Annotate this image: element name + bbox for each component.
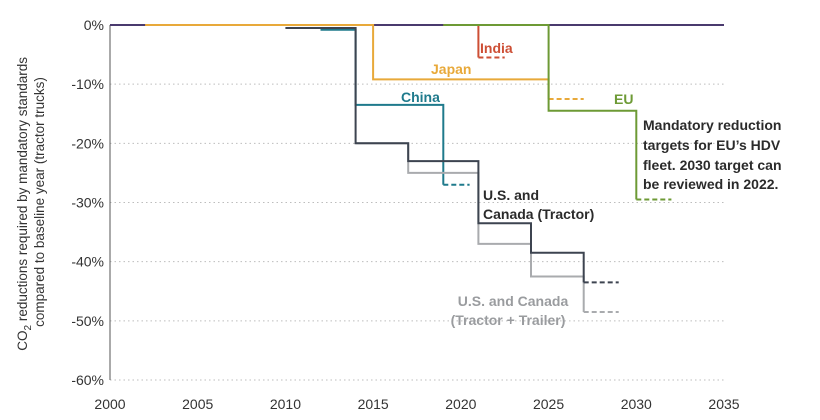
x-tick-label: 2030: [621, 396, 652, 412]
eu-annotation-line3: fleet. 2030 target can: [643, 157, 782, 173]
x-tick-label: 2010: [270, 396, 301, 412]
series-line-india: [443, 24, 480, 58]
eu-annotation: Mandatory reduction targets for EU’s HDV…: [643, 117, 782, 192]
y-tick-label: -20%: [71, 135, 104, 151]
y-axis-label-co: CO: [15, 330, 30, 350]
y-tick-label: -30%: [71, 195, 104, 211]
y-tick-label: -60%: [71, 372, 104, 388]
series-label-us-tractor-line2: Canada (Tractor): [483, 206, 594, 222]
x-tick-label: 2025: [533, 396, 564, 412]
series-label-us-tractor-line1: U.S. and: [483, 187, 539, 203]
x-tick-label: 2020: [445, 396, 476, 412]
x-tick-label: 2005: [182, 396, 213, 412]
series-line-eu: [443, 24, 638, 200]
x-tick-label: 2015: [358, 396, 389, 412]
series-line-japan: [145, 24, 550, 99]
y-axis-label-rest: reductions required by mandatory standar…: [15, 57, 30, 325]
series-lines: [110, 24, 724, 313]
series-label-japan: Japan: [431, 61, 471, 77]
y-axis-label-line1: CO2 reductions required by mandatory sta…: [15, 53, 34, 350]
x-tick-label: 2000: [94, 396, 125, 412]
series-label-china: China: [401, 89, 440, 105]
series-label-us-trailer-line1: U.S. and Canada: [458, 293, 569, 309]
eu-annotation-line4: be reviewed in 2022.: [643, 176, 778, 192]
eu-annotation-line1: Mandatory reduction: [643, 117, 781, 133]
y-tick-label: -40%: [71, 254, 104, 270]
series-label-eu: EU: [614, 91, 633, 107]
series-line-u-s-and-canada-tractor: [285, 27, 585, 283]
series-line-u-s-and-canada-tractor-trailer: [355, 142, 585, 312]
y-axis-label: CO2 reductions required by mandatory sta…: [15, 53, 47, 350]
y-axis-label-line2: compared to baseline year (tractor truck…: [32, 77, 47, 327]
series-label-india: India: [480, 40, 513, 56]
y-axis-label-subscript: 2: [23, 324, 34, 330]
y-axis-ticks: 0% -10% -20% -30% -40% -50% -60%: [71, 17, 104, 388]
x-tick-label: 2035: [708, 396, 739, 412]
y-tick-label: 0%: [84, 17, 104, 33]
series-label-us-trailer-line2: (Tractor + Trailer): [451, 312, 566, 328]
gridlines: [110, 83, 724, 381]
y-tick-label: -10%: [71, 76, 104, 92]
eu-annotation-line2: targets for EU’s HDV: [643, 137, 781, 153]
y-tick-label: -50%: [71, 313, 104, 329]
series-labels: India Japan China EU U.S. and Canada (Tr…: [401, 40, 633, 328]
x-axis-ticks: 2000 2005 2010 2015 2020 2025 2030 2035: [94, 396, 739, 412]
